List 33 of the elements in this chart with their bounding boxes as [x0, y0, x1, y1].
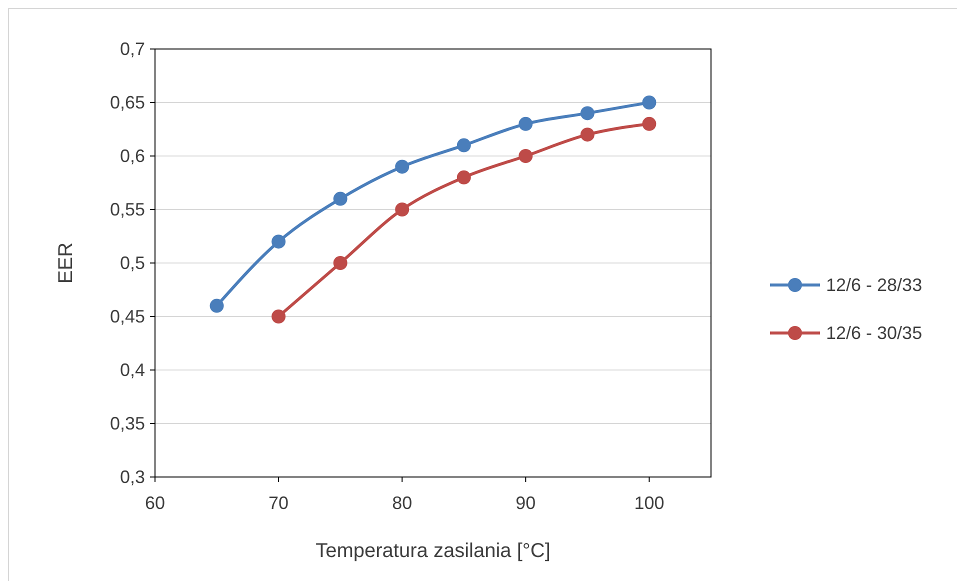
point: [333, 192, 348, 206]
point: [642, 116, 656, 131]
point: [272, 234, 286, 249]
y-tick-label: 0,5: [120, 253, 145, 273]
y-tick-label: 0,6: [120, 146, 145, 166]
legend-label: 12/6 - 30/35: [826, 323, 922, 343]
x-axis-title: Temperatura zasilania [°C]: [316, 540, 550, 562]
point: [518, 116, 533, 131]
point: [210, 298, 224, 313]
y-axis-title: EER: [55, 242, 77, 284]
point: [580, 128, 594, 142]
point: [333, 256, 348, 270]
point: [272, 310, 286, 324]
x-tick-label: 90: [516, 493, 536, 513]
legend-label: 12/6 - 28/33: [826, 275, 922, 295]
x-tick-label: 70: [268, 493, 289, 513]
point: [395, 202, 410, 216]
y-tick-label: 0,55: [110, 200, 145, 220]
x-tick-label: 80: [392, 493, 412, 513]
y-tick-label: 0,45: [110, 306, 145, 326]
y-tick-label: 0,4: [120, 360, 145, 380]
y-tick-label: 0,65: [110, 92, 145, 112]
point: [395, 160, 410, 174]
point: [456, 170, 471, 184]
point: [642, 96, 656, 110]
y-tick-label: 0,35: [110, 414, 145, 434]
y-tick-label: 0,7: [120, 39, 145, 59]
point: [580, 106, 594, 120]
x-tick-label: 100: [634, 493, 664, 513]
point: [518, 149, 533, 163]
point: [456, 138, 471, 152]
x-tick-label: 60: [144, 493, 166, 513]
y-tick-label: 0,3: [120, 467, 145, 487]
